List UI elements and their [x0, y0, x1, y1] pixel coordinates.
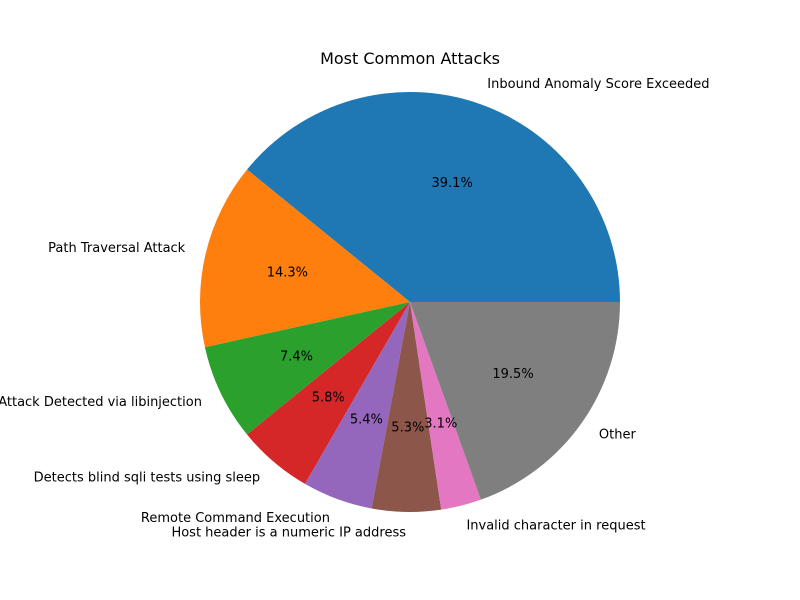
pie-percent-labels: 39.1% 14.3% 7.4% 5.8% 5.4% 5.3% 3.1% 19.5% [267, 176, 534, 436]
slice-label-remote-command-execution: Remote Command Execution [141, 511, 330, 526]
slice-label-other: Other [599, 427, 637, 442]
pie-slice-inbound-anomaly-score-exceeded [247, 91, 620, 302]
pie-slice-remote-command-execution [305, 302, 410, 509]
percent-label-host-header-is-a-numeric-ip-address: 5.3% [391, 420, 424, 435]
pie-slices [199, 91, 620, 512]
slice-label-detects-blind-sqli-tests-using-sleep: Detects blind sqli tests using sleep [34, 470, 260, 485]
percent-label-remote-command-execution: 5.4% [350, 413, 383, 428]
percent-label-path-traversal-attack: 14.3% [267, 265, 308, 280]
pie-slice-detects-blind-sqli-tests-using-sleep [247, 302, 410, 484]
pie-slice-invalid-character-in-request [410, 302, 481, 510]
pie-labels: Inbound Anomaly Score Exceeded Path Trave… [0, 77, 709, 541]
slice-label-sql-injection-attack-detected-via-libinjection: SQL Injection Attack Detected via libinj… [0, 395, 202, 410]
chart-title: Most Common Attacks [320, 49, 500, 68]
percent-label-other: 19.5% [492, 367, 533, 382]
slice-label-path-traversal-attack: Path Traversal Attack [48, 241, 186, 256]
pie-slice-path-traversal-attack [199, 169, 410, 348]
percent-label-inbound-anomaly-score-exceeded: 39.1% [432, 176, 473, 191]
slice-label-inbound-anomaly-score-exceeded: Inbound Anomaly Score Exceeded [487, 77, 709, 92]
percent-label-invalid-character-in-request: 3.1% [424, 417, 457, 432]
percent-label-sql-injection-attack-detected-via-libinjection: 7.4% [280, 349, 313, 364]
pie-slice-sql-injection-attack-detected-via-libinjection [204, 302, 410, 435]
pie-slice-other [410, 302, 620, 500]
slice-label-invalid-character-in-request: Invalid character in request [466, 518, 645, 533]
pie-slice-host-header-is-a-numeric-ip-address [371, 302, 442, 512]
slice-label-host-header-is-a-numeric-ip-address: Host header is a numeric IP address [171, 525, 406, 540]
percent-label-detects-blind-sqli-tests-using-sleep: 5.8% [312, 390, 345, 405]
